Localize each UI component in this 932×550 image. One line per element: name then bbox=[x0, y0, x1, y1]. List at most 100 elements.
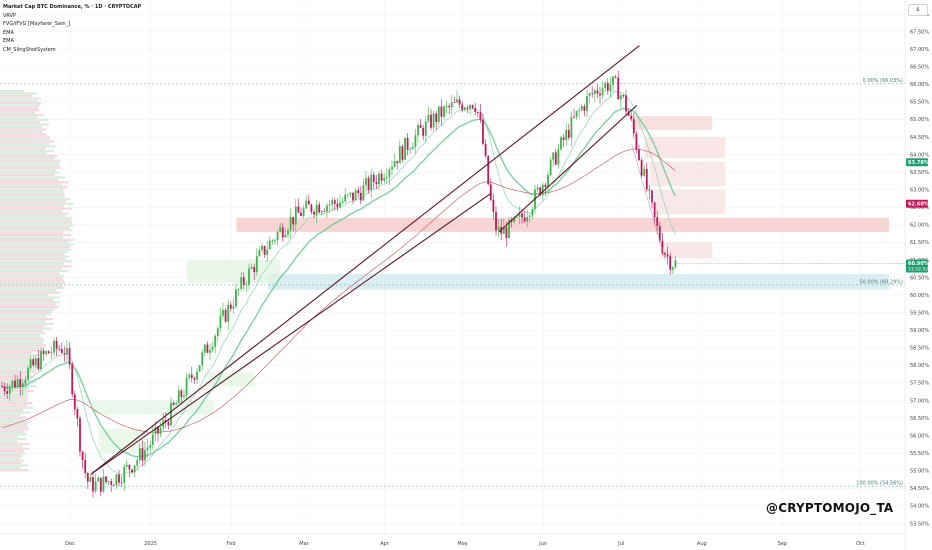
legend-indicator-ema-2[interactable]: EMA bbox=[3, 38, 14, 44]
candle-body-191 bbox=[497, 226, 500, 231]
candle-body-195 bbox=[508, 219, 510, 239]
price-tags: 63.78% 62.60% 60.90%11:52:52 bbox=[675, 158, 929, 273]
profile-bar-127 bbox=[0, 394, 28, 397]
y-tick-label-10: 63.00% bbox=[910, 188, 929, 194]
candle-body-129 bbox=[336, 203, 339, 208]
candle-body-243 bbox=[632, 119, 635, 134]
candle-body-46 bbox=[120, 482, 123, 484]
y-tick-label-17: 59.50% bbox=[910, 310, 929, 316]
candle-body-185 bbox=[482, 119, 484, 144]
candle-body-167 bbox=[435, 113, 438, 122]
projection-arrow bbox=[631, 143, 666, 261]
profile-bar-88 bbox=[0, 301, 61, 304]
x-tick-label-8: Aug bbox=[697, 541, 707, 547]
price-axis[interactable]: 68.00%67.50%67.00%66.50%66.00%65.50%65.0… bbox=[904, 0, 929, 550]
legend-indicator-slingshot[interactable]: CM_SlingShotSystem bbox=[3, 46, 56, 53]
candle-body-82 bbox=[214, 335, 217, 347]
candle-body-208 bbox=[541, 184, 544, 195]
candle-body-113 bbox=[294, 206, 297, 225]
profile-bar-46 bbox=[0, 200, 67, 203]
profile-bar-147 bbox=[0, 442, 29, 445]
candle-body-23 bbox=[60, 348, 63, 353]
candle-body-162 bbox=[422, 127, 425, 136]
candle-body-176 bbox=[458, 99, 461, 105]
channel-lower-line-b bbox=[498, 104, 638, 233]
time-axis[interactable]: Dec 2025 Feb Mar Apr May Jun Jul Aug Sep Oct bbox=[0, 533, 905, 547]
profile-bar-86 bbox=[0, 296, 60, 299]
profile-bar-13 bbox=[0, 121, 41, 124]
candle-body-38 bbox=[99, 477, 102, 492]
candle-body-204 bbox=[531, 209, 534, 216]
candle-body-12 bbox=[32, 359, 35, 366]
candle-body-108 bbox=[281, 227, 284, 238]
candle-body-72 bbox=[188, 374, 191, 378]
candle-body-49 bbox=[128, 464, 131, 470]
profile-bar-18 bbox=[0, 133, 47, 136]
candle-body-218 bbox=[567, 129, 570, 138]
profile-bar-15 bbox=[0, 126, 43, 129]
candle-body-156 bbox=[406, 137, 409, 151]
candle-body-77 bbox=[201, 352, 204, 366]
profile-bar-16 bbox=[0, 128, 47, 131]
legend-indicator-vrvp[interactable]: VRVP bbox=[3, 12, 17, 19]
candle-body-154 bbox=[401, 146, 404, 160]
x-tick-label-0: Dec bbox=[65, 541, 75, 547]
profile-bar-74 bbox=[0, 267, 62, 270]
x-tick-label-1: 2025 bbox=[144, 541, 157, 547]
y-tick-label-13: 61.50% bbox=[910, 240, 929, 246]
candle-body-44 bbox=[115, 474, 118, 486]
volume-profile bbox=[0, 90, 75, 472]
legend-indicator-ema-1[interactable]: EMA bbox=[3, 29, 14, 36]
candle-body-134 bbox=[349, 192, 352, 195]
candle-body-158 bbox=[411, 147, 414, 150]
profile-bar-143 bbox=[0, 433, 27, 436]
candle-body-255 bbox=[664, 253, 666, 255]
trend-lines[interactable] bbox=[90, 45, 666, 475]
profile-bar-58 bbox=[0, 229, 73, 232]
profile-bar-53 bbox=[0, 217, 73, 220]
candle-body-92 bbox=[240, 277, 243, 289]
candle-body-45 bbox=[118, 474, 120, 483]
candle-body-149 bbox=[388, 169, 391, 177]
candle-body-101 bbox=[263, 245, 266, 255]
candle-body-126 bbox=[328, 204, 331, 206]
candle-body-172 bbox=[448, 105, 451, 108]
candle-body-251 bbox=[653, 202, 656, 218]
candle-body-203 bbox=[528, 215, 531, 217]
candle-body-244 bbox=[635, 133, 638, 150]
candle-body-97 bbox=[253, 267, 256, 273]
profile-bar-11 bbox=[0, 116, 38, 119]
candle-body-152 bbox=[396, 160, 399, 164]
profile-bar-91 bbox=[0, 308, 55, 311]
candle-body-43 bbox=[112, 484, 115, 486]
candle-body-110 bbox=[287, 230, 289, 235]
candle-body-230 bbox=[599, 93, 601, 96]
candle-body-237 bbox=[617, 77, 620, 100]
candle-body-157 bbox=[409, 149, 412, 151]
profile-bar-102 bbox=[0, 334, 41, 337]
profile-bar-99 bbox=[0, 327, 52, 330]
candle-body-5 bbox=[14, 380, 16, 388]
candle-body-217 bbox=[565, 129, 568, 141]
candle-body-207 bbox=[539, 187, 542, 195]
fvg-zone-4 bbox=[649, 161, 726, 187]
candle-body-174 bbox=[453, 102, 456, 104]
legend-title[interactable]: Market Cap BTC Dominance, % · 1D · CRYPT… bbox=[3, 4, 142, 10]
candle-body-206 bbox=[536, 187, 539, 190]
candle-body-78 bbox=[203, 344, 206, 353]
profile-bar-152 bbox=[0, 454, 23, 457]
candle-body-39 bbox=[102, 476, 105, 492]
candle-body-103 bbox=[268, 240, 271, 250]
y-tick-label-24: 56.00% bbox=[910, 433, 929, 439]
candle-body-51 bbox=[133, 465, 136, 473]
legend-indicator-fvg[interactable]: FVG/iFVG [Mayfarer_Sam_] bbox=[3, 21, 71, 27]
profile-bar-144 bbox=[0, 435, 18, 438]
candle-body-239 bbox=[622, 95, 625, 96]
profile-bar-138 bbox=[0, 421, 29, 424]
currency-badge[interactable]: $ bbox=[908, 4, 928, 16]
candle-body-214 bbox=[557, 149, 560, 165]
profile-bar-78 bbox=[0, 277, 63, 280]
candle-body-151 bbox=[393, 160, 396, 167]
profile-bar-116 bbox=[0, 368, 37, 371]
